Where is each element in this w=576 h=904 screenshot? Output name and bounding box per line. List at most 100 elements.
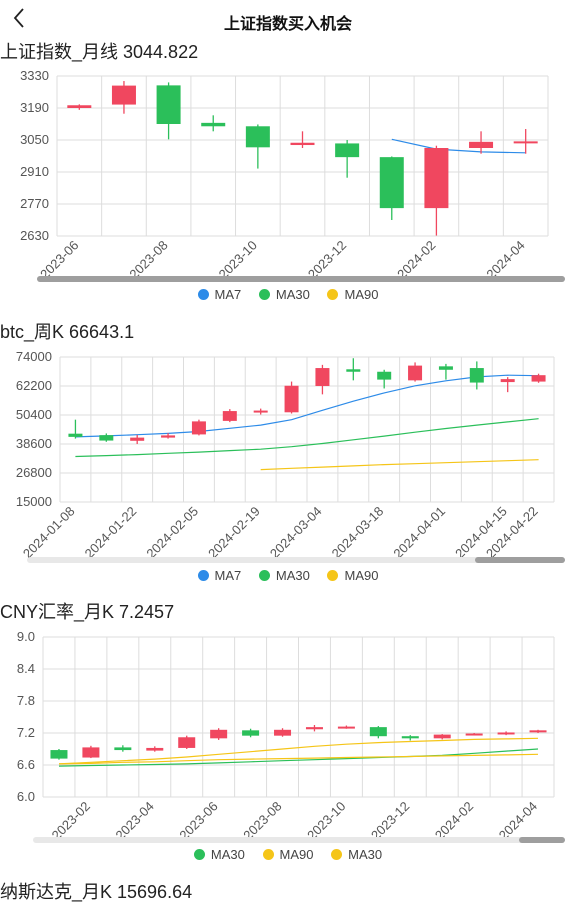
legend-label: MA90 xyxy=(344,287,379,302)
candle xyxy=(531,373,546,383)
candle-body xyxy=(531,375,546,382)
y-tick-label: 38600 xyxy=(16,436,52,451)
candle xyxy=(210,728,228,740)
candle-body xyxy=(242,730,260,736)
x-tick-label: 2024-04 xyxy=(496,799,540,843)
y-tick-label: 7.2 xyxy=(17,725,35,740)
candle xyxy=(529,729,547,733)
candle xyxy=(401,735,419,741)
candle-body xyxy=(305,727,323,730)
legend-dot xyxy=(193,849,205,860)
y-tick-label: 2770 xyxy=(20,196,49,211)
y-tick-label: 2630 xyxy=(20,228,49,243)
candle-body xyxy=(377,371,392,380)
candle xyxy=(99,433,114,442)
legend-dot xyxy=(327,289,339,300)
candle-body xyxy=(469,368,484,383)
ma-line-ma30 xyxy=(58,748,539,767)
y-tick-label: 74000 xyxy=(16,349,52,364)
y-tick-label: 3050 xyxy=(20,132,49,147)
ma-line-ma30 xyxy=(58,737,539,765)
y-tick-label: 3330 xyxy=(20,68,49,83)
candle-body xyxy=(82,747,100,758)
candle xyxy=(82,745,100,759)
candle-body xyxy=(111,85,136,105)
candle xyxy=(146,746,164,752)
legend-dot xyxy=(197,570,209,581)
candle xyxy=(337,725,355,729)
chevron-left-icon[interactable] xyxy=(8,6,32,30)
header-bar: 上证指数买入机会 xyxy=(0,0,576,40)
legend-item-ma7[interactable]: MA7 xyxy=(197,287,242,302)
candle-body xyxy=(500,379,515,383)
legend-item-ma30[interactable]: MA30 xyxy=(258,287,310,302)
x-tick-label: 2024-02 xyxy=(432,799,476,843)
candle-body xyxy=(379,157,404,209)
candle xyxy=(191,419,206,436)
candle-body xyxy=(529,730,547,733)
legend-item-ma90[interactable]: MA90 xyxy=(327,568,378,583)
candle-body xyxy=(335,143,360,158)
legend-dot xyxy=(197,289,209,300)
legend-label: MA7 xyxy=(214,568,242,583)
y-tick-label: 26800 xyxy=(16,465,52,480)
legend-item-ma30[interactable]: MA30 xyxy=(258,568,310,583)
legend-item-ma90[interactable]: MA90 xyxy=(327,287,378,302)
legend-item-ma30[interactable]: MA30 xyxy=(193,847,245,862)
candle xyxy=(67,104,92,110)
legend-dot xyxy=(258,570,270,581)
candle-body xyxy=(337,726,355,729)
candle xyxy=(245,124,270,169)
candle-body xyxy=(290,142,315,146)
chart-btc[interactable]: 7400062200504003860026800150002024-01-08… xyxy=(0,0,576,580)
ma-line-ma7 xyxy=(391,138,526,154)
candle-body xyxy=(424,148,449,209)
ma-line-ma90 xyxy=(260,459,539,471)
legend-item-ma7[interactable]: MA7 xyxy=(197,568,242,583)
legend-btc: MA7 MA30 MA90 xyxy=(0,568,576,584)
x-tick-label: 2023-12 xyxy=(368,799,412,843)
candle xyxy=(178,735,196,749)
legend-dot xyxy=(331,849,343,860)
candle xyxy=(222,409,237,423)
legend-item-ma90[interactable]: MA90 xyxy=(262,847,313,862)
candle-body xyxy=(68,433,83,437)
candle-body xyxy=(315,368,330,386)
y-tick-label: 7.8 xyxy=(17,693,35,708)
candle xyxy=(274,728,292,737)
legend-item-ma30-yellow[interactable]: MA30 xyxy=(331,847,382,862)
legend-label: MA30 xyxy=(275,568,310,583)
y-tick-label: 8.4 xyxy=(17,661,35,676)
candle xyxy=(68,419,83,439)
candle xyxy=(305,725,323,732)
legend-cny: MA30 MA90 MA30 xyxy=(0,847,576,863)
legend-label: MA30 xyxy=(275,287,310,302)
chart-cny[interactable]: 9.0 8.4 7.8 7.2 6.6 6.0 2023-02 2023-04 2023-06 2… xyxy=(0,0,576,860)
candle xyxy=(315,364,330,395)
page-title: 上证指数买入机会 xyxy=(223,16,352,33)
candle xyxy=(201,115,226,132)
y-tick-label: 9.0 xyxy=(17,629,35,644)
legend-dot xyxy=(262,849,274,860)
candle xyxy=(242,728,260,738)
legend-label: MA30 xyxy=(210,847,245,862)
ma-line-ma30 xyxy=(75,418,539,458)
candle xyxy=(114,745,132,752)
candle-body xyxy=(433,734,451,739)
candle xyxy=(433,734,451,740)
candle xyxy=(469,361,484,390)
y-tick-label: 3190 xyxy=(20,100,49,115)
chart-title-sse: 上证指数_月线 3044.822 xyxy=(0,42,199,62)
candle-body xyxy=(438,366,453,370)
candle-body xyxy=(50,750,68,759)
candle xyxy=(284,381,299,414)
legend-label: MA7 xyxy=(214,287,242,302)
candle-body xyxy=(497,732,515,735)
candle-body xyxy=(210,729,228,739)
y-tick-label: 6.0 xyxy=(17,789,35,804)
y-tick-label: 62200 xyxy=(16,378,52,393)
candle xyxy=(290,131,315,148)
candle xyxy=(161,433,176,439)
candle-body xyxy=(156,85,181,124)
